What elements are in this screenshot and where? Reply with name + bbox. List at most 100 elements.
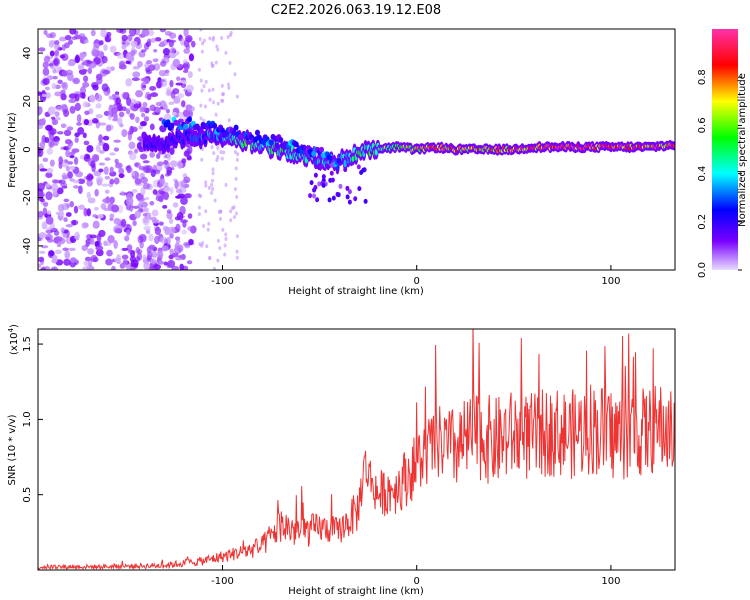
heatmap-noise-cell (180, 253, 186, 261)
heatmap-noise-cell (183, 48, 191, 54)
heatmap-noise-cell (204, 183, 208, 188)
heatmap-noise-cell (82, 81, 90, 88)
heatmap-noise-cell (168, 254, 174, 260)
heatmap-band-cell (321, 174, 326, 180)
heatmap-noise-cell (128, 141, 136, 150)
heatmap-noise-cell (186, 84, 194, 93)
heatmap-noise-cell (181, 158, 187, 164)
heatmap-noise-cell (109, 217, 114, 221)
heatmap-noise-cell (162, 182, 169, 187)
heatmap-noise-cell (99, 149, 105, 154)
heatmap-band-cell (347, 189, 352, 195)
heatmap-noise-cell (234, 176, 238, 181)
heatmap-noise-cell (129, 29, 137, 37)
heatmap-noise-cell (139, 121, 147, 127)
heatmap-noise-cell (131, 188, 138, 194)
heatmap-noise-cell (207, 185, 211, 190)
heatmap-noise-cell (227, 118, 231, 123)
heatmap-noise-cell (46, 167, 54, 174)
heatmap-noise-cell (235, 234, 239, 239)
heatmap-noise-cell (201, 41, 205, 46)
heatmap-noise-cell (188, 109, 193, 118)
heatmap-noise-cell (126, 164, 132, 174)
heatmap-noise-cell (181, 229, 187, 235)
heatmap-band-cell (309, 180, 314, 186)
heatmap-noise-cell (92, 154, 100, 162)
spectrogram-y-label: Frequency (Hz) (7, 112, 18, 188)
heatmap-noise-cell (102, 197, 111, 204)
heatmap-noise-cell (188, 105, 195, 112)
heatmap-noise-cell (44, 86, 50, 91)
heatmap-noise-cell (126, 229, 131, 236)
heatmap-noise-cell (229, 218, 233, 223)
heatmap-noise-cell (151, 251, 158, 258)
heatmap-noise-cell (95, 93, 103, 102)
heatmap-noise-cell (183, 176, 191, 184)
heatmap-noise-cell (49, 141, 55, 148)
heatmap-noise-cell (38, 263, 42, 269)
heatmap-noise-cell (186, 36, 192, 43)
heatmap-noise-cell (179, 205, 186, 215)
heatmap-noise-cell (149, 123, 155, 131)
heatmap-noise-cell (41, 221, 48, 230)
heatmap-noise-cell (38, 124, 43, 130)
heatmap-noise-cell (199, 116, 203, 121)
heatmap-noise-cell (54, 117, 61, 121)
heatmap-noise-cell (50, 266, 59, 270)
heatmap-noise-cell (73, 185, 80, 189)
heatmap-noise-cell (199, 103, 203, 108)
heatmap-noise-cell (69, 105, 76, 114)
heatmap-band-cell (347, 199, 352, 205)
y-tick-label: 40 (22, 47, 33, 60)
heatmap-noise-cell (120, 190, 125, 196)
heatmap-noise-cell (224, 232, 228, 237)
heatmap-noise-cell (183, 69, 189, 74)
heatmap-noise-cell (179, 38, 186, 46)
heatmap-noise-cell (142, 212, 147, 217)
heatmap-noise-cell (182, 265, 189, 270)
heatmap-noise-cell (139, 153, 148, 160)
heatmap-noise-cell (199, 29, 203, 32)
heatmap-noise-cell (204, 180, 208, 185)
heatmap-noise-cell (235, 94, 239, 99)
heatmap-noise-cell (66, 126, 74, 131)
heatmap-noise-cell (42, 157, 49, 162)
heatmap-noise-cell (95, 176, 104, 184)
heatmap-noise-cell (126, 196, 134, 206)
x-tick-label: 100 (601, 576, 620, 587)
heatmap-noise-cell (236, 152, 240, 157)
heatmap-noise-cell (79, 92, 86, 99)
heatmap-noise-cell (82, 75, 89, 83)
heatmap-noise-cell (76, 113, 82, 123)
heatmap-noise-cell (143, 207, 150, 213)
heatmap-noise-cell (201, 241, 205, 246)
heatmap-band-cell (278, 137, 284, 144)
heatmap-noise-cell (181, 100, 186, 108)
heatmap-noise-cell (197, 67, 201, 72)
heatmap-noise-cell (168, 101, 175, 105)
heatmap-noise-cell (91, 48, 98, 57)
heatmap-noise-cell (73, 205, 79, 214)
heatmap-noise-cell (117, 204, 124, 214)
heatmap-noise-cell (69, 201, 75, 208)
heatmap-noise-cell (113, 240, 118, 249)
colorbar-ticks: 0.0 0.2 0.4 0.6 0.8 (697, 69, 742, 278)
heatmap-noise-cell (219, 150, 223, 155)
heatmap-noise-cell (95, 245, 104, 251)
heatmap-noise-cell (38, 232, 47, 239)
heatmap-noise-cell (66, 203, 71, 208)
heatmap-noise-cell (127, 132, 133, 141)
heatmap-noise-cell (78, 185, 83, 194)
heatmap-noise-cell (59, 54, 66, 59)
heatmap-band-cell (327, 197, 332, 203)
heatmap-noise-cell (134, 178, 142, 185)
heatmap-noise-cell (174, 180, 179, 190)
heatmap-noise-cell (143, 225, 151, 231)
heatmap-noise-cell (63, 129, 72, 137)
heatmap-noise-cell (180, 79, 187, 84)
heatmap-noise-cell (182, 109, 190, 118)
heatmap-noise-cell (159, 236, 167, 244)
heatmap-noise-cell (125, 60, 131, 65)
heatmap-noise-cell (98, 134, 103, 143)
heatmap-noise-cell (144, 196, 150, 201)
